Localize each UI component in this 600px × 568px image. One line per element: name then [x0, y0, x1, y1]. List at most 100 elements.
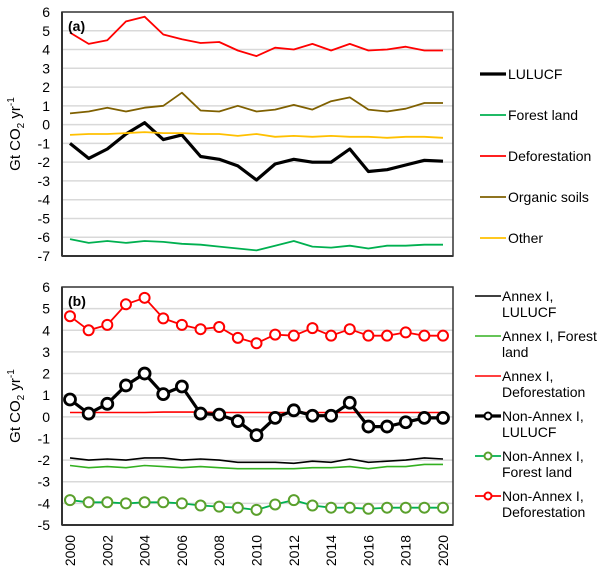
panel-label: (a) — [68, 18, 85, 34]
legend-label: LULUCF — [508, 66, 562, 82]
data-point — [175, 497, 188, 510]
y-tick-label: 0 — [42, 117, 50, 133]
data-point — [101, 496, 114, 509]
data-point — [418, 501, 431, 514]
data-point — [342, 395, 357, 410]
y-tick-label: 1 — [42, 387, 50, 403]
data-point — [287, 494, 300, 507]
y-axis-label: Gt CO2 yr-1 — [6, 97, 27, 171]
data-point — [194, 499, 207, 512]
x-tick-label: 2000 — [62, 535, 78, 566]
y-tick-label: -2 — [38, 452, 51, 468]
data-point — [269, 498, 282, 511]
y-axis-label-sup: -1 — [6, 369, 17, 378]
x-tick-label: 2002 — [99, 535, 115, 566]
data-point — [119, 497, 132, 510]
panel-label: (b) — [68, 293, 86, 309]
data-point — [381, 501, 394, 514]
data-point — [174, 379, 189, 394]
y-tick-label: 1 — [42, 98, 50, 114]
legend-marker — [483, 491, 493, 501]
data-point — [82, 496, 95, 509]
y-tick-label: 5 — [42, 23, 50, 39]
data-point — [64, 494, 76, 507]
y-axis-label-sup: -1 — [6, 97, 17, 106]
data-point — [64, 310, 76, 323]
series-line-annex-i-lulucf — [69, 457, 444, 465]
series-line-other — [69, 131, 444, 139]
data-point — [325, 501, 338, 514]
legend-marker — [483, 411, 493, 421]
y-tick-label: 6 — [42, 4, 50, 20]
data-point — [231, 331, 244, 344]
legend-label: land — [502, 344, 528, 360]
y-axis-label-unit: yr — [7, 106, 24, 123]
y-tick-label: 6 — [42, 279, 50, 295]
y-axis-label-main: Gt CO — [7, 400, 24, 443]
series-line-organic-soils — [69, 91, 443, 115]
data-point — [249, 428, 264, 443]
series-line-annex-i-forest-land — [69, 463, 443, 470]
data-point — [119, 378, 133, 393]
data-point — [398, 415, 413, 430]
data-point — [324, 408, 339, 423]
data-point — [437, 329, 449, 342]
legend-label: Annex I, — [502, 288, 553, 304]
data-point — [399, 326, 412, 339]
y-tick-label: 4 — [42, 42, 50, 58]
y-tick-label: 5 — [42, 301, 50, 317]
data-point — [81, 406, 96, 421]
data-point — [157, 312, 170, 325]
x-tick-label: 2006 — [174, 535, 190, 566]
data-point — [82, 324, 95, 337]
legend-label: Deforestation — [508, 148, 591, 164]
data-point — [361, 419, 376, 434]
y-axis-label-sub: 2 — [16, 122, 27, 128]
y-tick-label: -5 — [38, 210, 51, 226]
data-point — [418, 329, 431, 342]
x-tick-label: 2020 — [435, 535, 451, 566]
data-point — [268, 410, 283, 425]
data-point — [417, 410, 432, 425]
data-point — [250, 337, 263, 350]
series-line-lulucf — [68, 121, 444, 182]
data-point — [119, 298, 132, 311]
legend-label: Forest land — [502, 464, 572, 480]
legend-label: Deforestation — [502, 384, 585, 400]
data-point — [138, 291, 151, 304]
x-tick-label: 2008 — [211, 535, 227, 566]
x-tick-label: 2010 — [249, 535, 265, 566]
series-line-forest-land — [69, 238, 443, 252]
series-line-deforestation — [69, 15, 443, 57]
y-tick-label: 3 — [42, 60, 50, 76]
x-tick-label: 2018 — [398, 535, 414, 566]
legend-label: Non-Annex I, — [502, 448, 584, 464]
y-tick-label: -7 — [38, 248, 51, 264]
y-tick-label: 0 — [42, 409, 50, 425]
data-point — [343, 501, 356, 514]
data-point — [213, 321, 226, 334]
data-point — [381, 329, 394, 342]
data-point — [362, 329, 375, 342]
data-point — [213, 500, 226, 513]
data-point — [156, 387, 171, 402]
legend-label: Annex I, — [502, 368, 553, 384]
legend-marker — [483, 451, 493, 461]
legend-label: Deforestation — [502, 504, 585, 520]
legend-label: Other — [508, 230, 543, 246]
data-point — [137, 366, 152, 381]
legend-label: Annex I, Forest — [502, 328, 597, 344]
data-point — [286, 403, 301, 418]
data-point — [436, 410, 450, 425]
data-point — [231, 501, 244, 514]
y-axis-label-unit: yr — [7, 378, 24, 395]
data-point — [212, 407, 227, 422]
plot-frame — [61, 286, 454, 526]
legend-label: Forest land — [508, 107, 578, 123]
data-point — [193, 406, 208, 421]
y-tick-label: -3 — [38, 474, 51, 490]
y-tick-label: -4 — [38, 495, 51, 511]
